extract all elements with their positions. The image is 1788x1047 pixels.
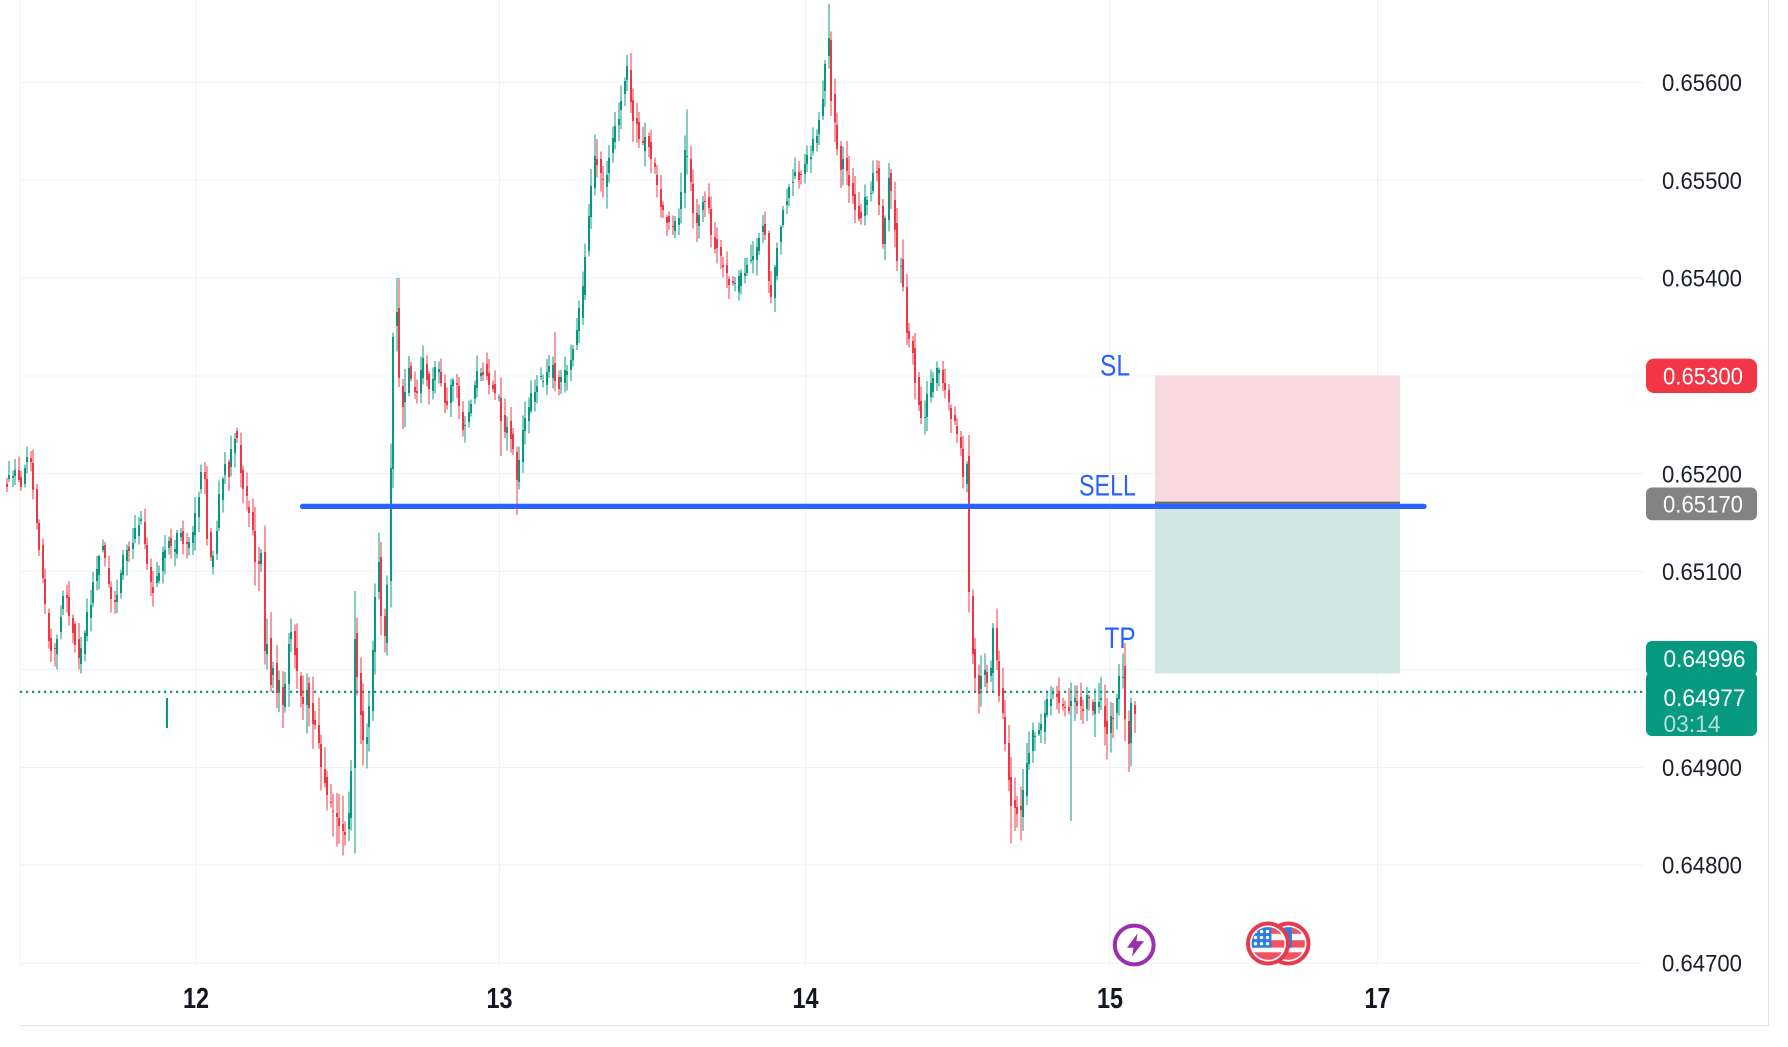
svg-text:14: 14: [793, 983, 819, 1015]
svg-text:15: 15: [1097, 983, 1123, 1015]
svg-text:0.65300: 0.65300: [1663, 364, 1743, 391]
svg-text:0.65500: 0.65500: [1662, 168, 1742, 195]
svg-text:SL: SL: [1100, 350, 1130, 383]
svg-text:13: 13: [487, 983, 513, 1015]
svg-text:0.65170: 0.65170: [1663, 491, 1743, 518]
svg-text:0.64996: 0.64996: [1664, 646, 1746, 673]
svg-text:0.65100: 0.65100: [1662, 559, 1742, 586]
svg-text:12: 12: [183, 983, 209, 1015]
svg-text:0.64700: 0.64700: [1662, 951, 1742, 978]
svg-text:0.64900: 0.64900: [1662, 755, 1742, 782]
svg-text:0.65400: 0.65400: [1662, 266, 1742, 293]
svg-text:0.64800: 0.64800: [1662, 853, 1742, 880]
svg-text:0.64977: 0.64977: [1664, 685, 1746, 712]
svg-text:0.65600: 0.65600: [1662, 70, 1742, 97]
svg-text:SELL: SELL: [1079, 469, 1136, 502]
svg-text:03:14: 03:14: [1664, 711, 1721, 738]
svg-text:TP: TP: [1105, 622, 1136, 655]
svg-text:0.65200: 0.65200: [1662, 461, 1742, 488]
svg-text:17: 17: [1365, 983, 1391, 1015]
